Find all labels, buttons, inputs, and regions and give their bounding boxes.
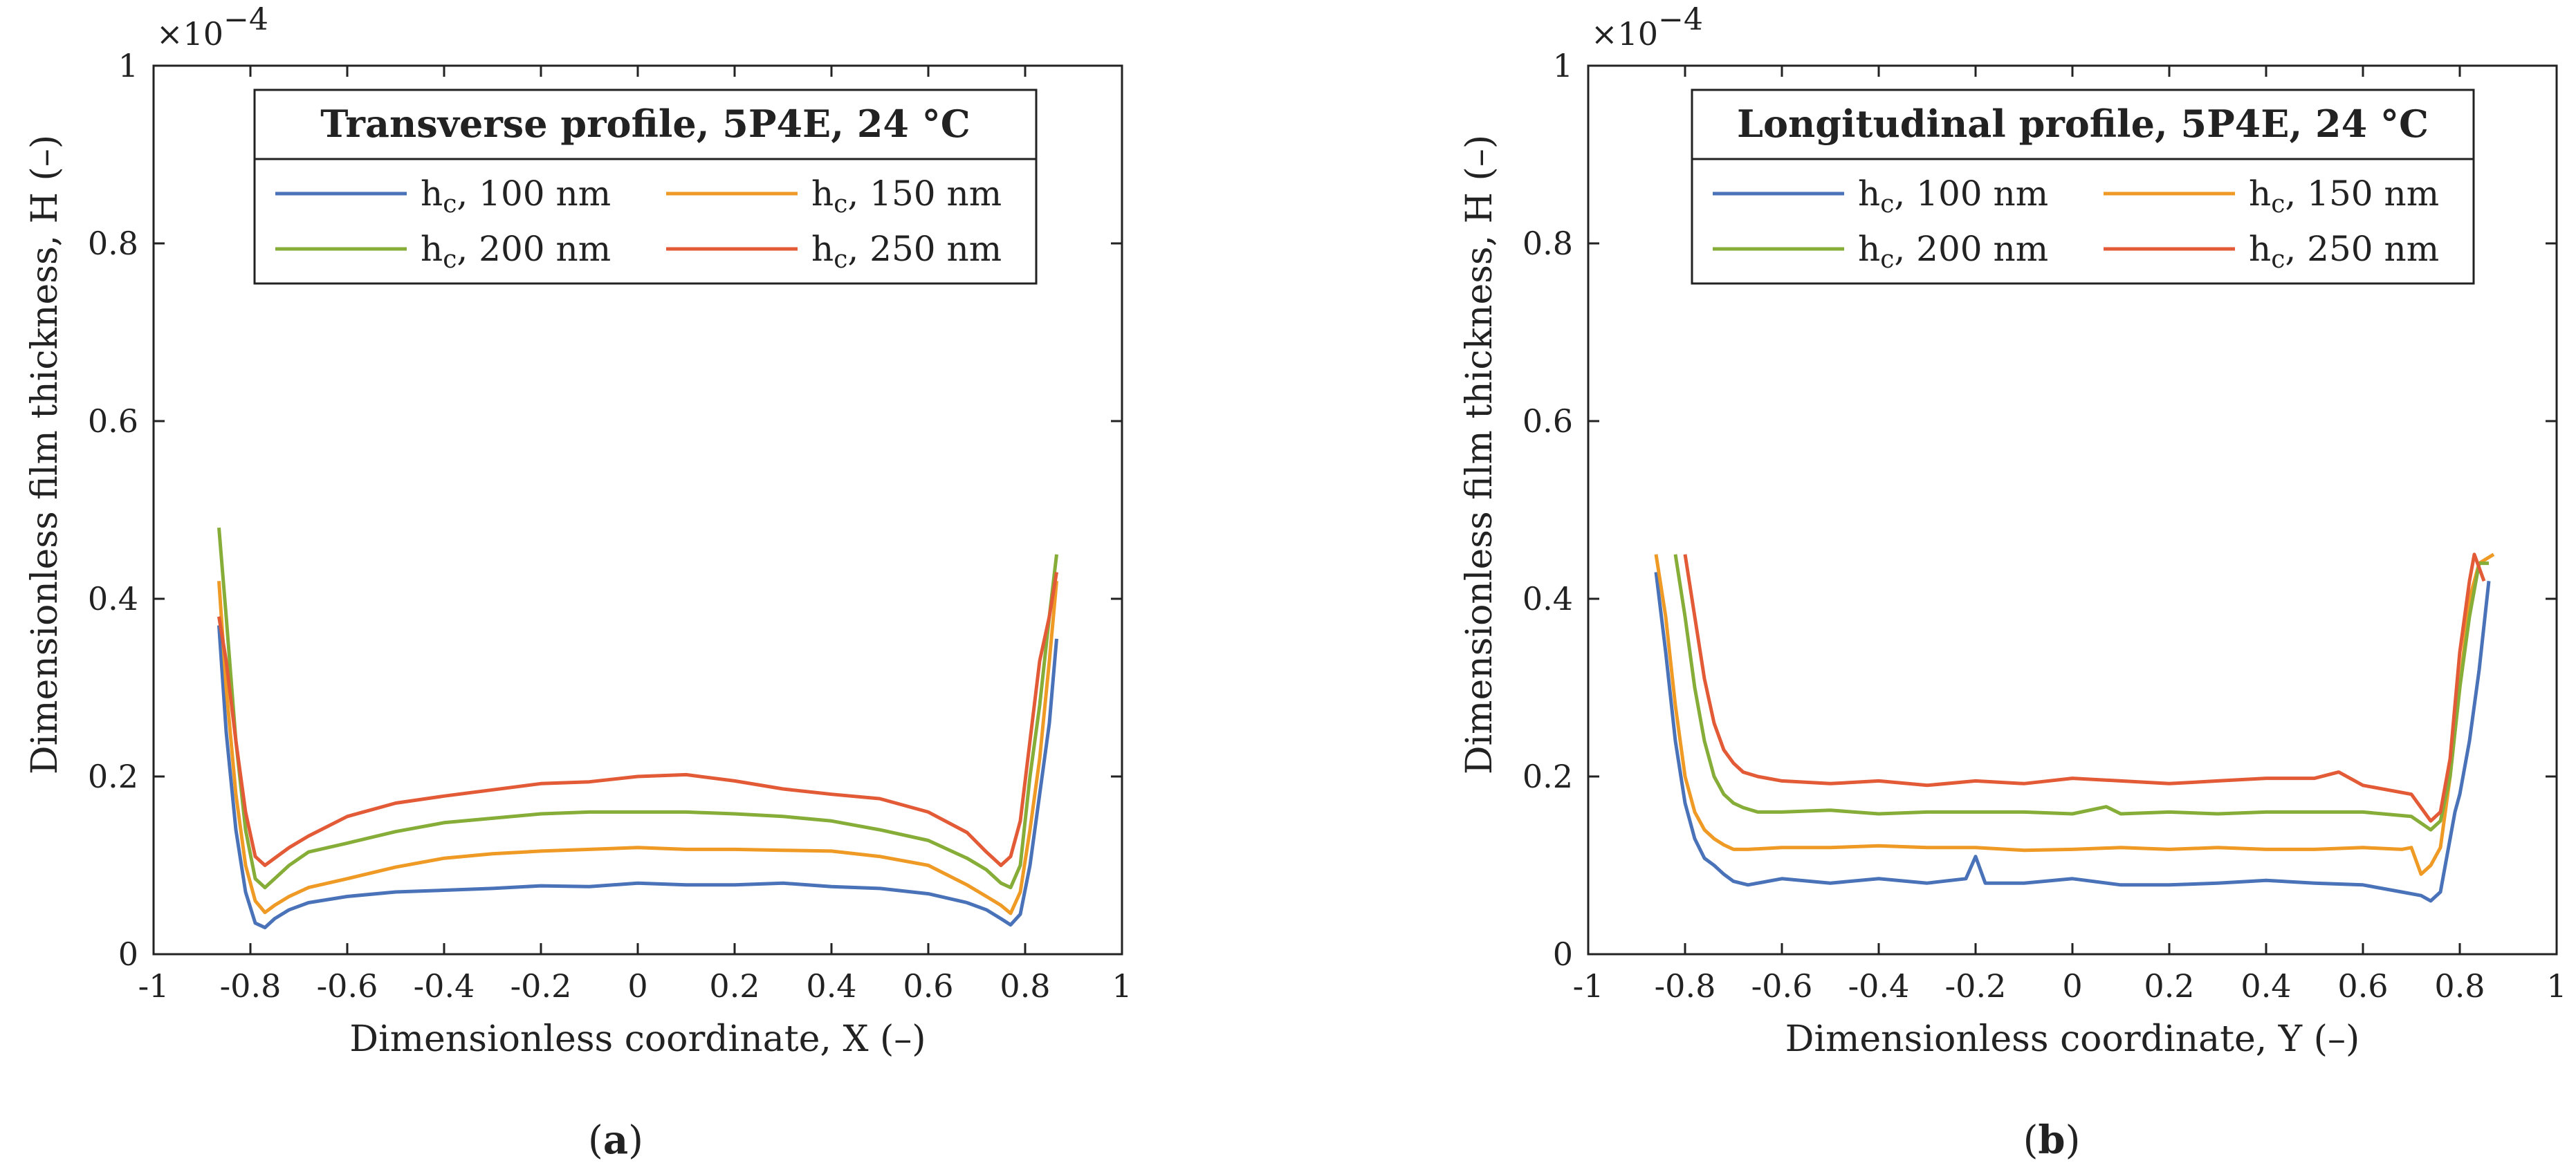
legend-entry-text: , 200 nm xyxy=(1894,229,2048,269)
y-tick-label: 0 xyxy=(118,936,138,973)
y-tick-label: 0 xyxy=(1553,936,1573,973)
y-tick-label: 0.8 xyxy=(88,225,138,262)
legend-entry-text: , 100 nm xyxy=(457,174,611,214)
series-line-3 xyxy=(1673,554,2489,832)
y-tick-label: 0.6 xyxy=(1522,402,1573,440)
legend-box xyxy=(253,89,1038,285)
legend-entry-symbol: h xyxy=(811,174,834,214)
x-tick-label: -1 xyxy=(1573,967,1604,1005)
legend-entry-text: , 150 nm xyxy=(847,174,1002,214)
legend-entry-text: , 100 nm xyxy=(1894,174,2048,214)
y-tick-label: 0.2 xyxy=(1522,758,1573,795)
x-tick-label: 0 xyxy=(627,967,647,1005)
series-line-1 xyxy=(217,625,1058,929)
x-tick-label: -0.2 xyxy=(1945,967,2007,1005)
y-multiplier: ×10−4 xyxy=(1591,2,1703,53)
x-tick-label: 0.6 xyxy=(903,967,953,1005)
x-tick-label: -0.4 xyxy=(414,967,475,1005)
series-line-4 xyxy=(1683,552,2486,823)
legend-entry-text: , 250 nm xyxy=(847,229,1002,269)
legend-entry-4: hc, 250 nm xyxy=(2249,229,2439,274)
x-tick-label: -0.8 xyxy=(220,967,282,1005)
legend-entry-symbol: h xyxy=(2249,229,2271,269)
x-tick-label: -0.2 xyxy=(510,967,572,1005)
legend-entry-symbol: h xyxy=(811,229,834,269)
legend-entry-3: hc, 200 nm xyxy=(421,229,611,274)
legend-entry-2: hc, 150 nm xyxy=(811,174,1002,218)
x-tick-label: 0.8 xyxy=(2434,967,2485,1005)
legend-entry-symbol: h xyxy=(2249,174,2271,214)
x-tick-label: -0.4 xyxy=(1848,967,1910,1005)
legend-entry-symbol: h xyxy=(421,229,443,269)
chart-panel-a: -1 -0.8 -0.6 -0.4 -0.2 0 0.2 0.4 0.6 0.8 1 0 0.2 0.4 0… xyxy=(24,2,1132,1163)
x-tick-label: 0.4 xyxy=(2241,967,2291,1005)
x-tick-label: 0.2 xyxy=(2144,967,2194,1005)
legend-entry-1: hc, 100 nm xyxy=(421,174,611,218)
y-multiplier-base: ×10 xyxy=(1591,15,1658,53)
legend-entry-4: hc, 250 nm xyxy=(811,229,1002,274)
legend-entry-subscript: c xyxy=(2271,245,2285,274)
chart-title: Transverse profile, 5P4E, 24 °C xyxy=(320,102,970,146)
legend-entry-2: hc, 150 nm xyxy=(2249,174,2439,218)
legend-entry-text: , 200 nm xyxy=(457,229,611,269)
legend-entry-subscript: c xyxy=(443,190,457,218)
y-multiplier-exponent: −4 xyxy=(1658,2,1703,37)
legend-entry-subscript: c xyxy=(443,245,457,274)
legend-entry-symbol: h xyxy=(1858,229,1880,269)
y-multiplier-exponent: −4 xyxy=(223,2,268,37)
legend: Transverse profile, 5P4E, 24 °Chc, 100 n… xyxy=(253,89,1038,285)
legend-entry-symbol: h xyxy=(1858,174,1880,214)
x-tick-label: -0.6 xyxy=(317,967,378,1005)
x-axis-label: Dimensionless coordinate, Y (–) xyxy=(1785,1018,2359,1060)
y-axis-label: Dimensionless film thickness, H (–) xyxy=(24,135,66,774)
y-multiplier: ×10−4 xyxy=(156,2,268,53)
x-axis-label: Dimensionless coordinate, X (–) xyxy=(349,1018,926,1060)
x-tick-label: -1 xyxy=(138,967,169,1005)
panel-caption-letter: b xyxy=(2038,1117,2065,1163)
panel-caption: (b) xyxy=(2023,1117,2081,1163)
legend-entry-subscript: c xyxy=(2271,190,2285,218)
legend-entry-subscript: c xyxy=(1880,245,1894,274)
y-tick-label: 0.2 xyxy=(88,758,138,795)
series-line-3 xyxy=(217,527,1058,890)
chart-panel-b: -1 -0.8 -0.6 -0.4 -0.2 0 0.2 0.4 0.6 0.8 1 0 0.2 0.4 0… xyxy=(1459,2,2567,1163)
legend-box xyxy=(1691,89,2475,285)
legend-entry-3: hc, 200 nm xyxy=(1858,229,2048,274)
panel-caption-letter: a xyxy=(603,1117,628,1163)
series-line-4 xyxy=(217,572,1058,867)
legend-entry-1: hc, 100 nm xyxy=(1858,174,2048,218)
series-group xyxy=(217,527,1058,929)
x-tick-label: -0.8 xyxy=(1655,967,1716,1005)
legend-entry-text: , 150 nm xyxy=(2285,174,2439,214)
x-tick-label: 1 xyxy=(2546,967,2566,1005)
x-tick-label: 0 xyxy=(2062,967,2082,1005)
legend-entry-subscript: c xyxy=(1880,190,1894,218)
x-tick-label: 0.6 xyxy=(2337,967,2388,1005)
y-tick-label: 1 xyxy=(1553,47,1573,84)
legend: Longitudinal profile, 5P4E, 24 °Chc, 100… xyxy=(1691,89,2475,285)
y-tick-label: 1 xyxy=(118,47,138,84)
series-line-1 xyxy=(1654,572,2491,903)
x-tick-label: 0.2 xyxy=(709,967,760,1005)
y-tick-label: 0.4 xyxy=(88,580,138,617)
chart-title: Longitudinal profile, 5P4E, 24 °C xyxy=(1737,102,2429,146)
y-axis-label: Dimensionless film thickness, H (–) xyxy=(1459,135,1500,774)
series-line-2 xyxy=(1654,552,2495,876)
legend-entry-symbol: h xyxy=(421,174,443,214)
x-tick-label: 0.8 xyxy=(1000,967,1050,1005)
y-tick-label: 0.4 xyxy=(1522,580,1573,617)
series-group xyxy=(1654,552,2495,903)
x-tick-label: 1 xyxy=(1112,967,1132,1005)
legend-entry-subscript: c xyxy=(834,245,847,274)
y-tick-label: 0.6 xyxy=(88,402,138,440)
series-line-2 xyxy=(217,581,1058,915)
x-tick-label: -0.6 xyxy=(1751,967,1813,1005)
y-tick-label: 0.8 xyxy=(1522,225,1573,262)
legend-entry-subscript: c xyxy=(834,190,847,218)
legend-entry-text: , 250 nm xyxy=(2285,229,2439,269)
y-multiplier-base: ×10 xyxy=(156,15,223,53)
panel-caption: (a) xyxy=(588,1117,643,1163)
x-tick-label: 0.4 xyxy=(806,967,856,1005)
